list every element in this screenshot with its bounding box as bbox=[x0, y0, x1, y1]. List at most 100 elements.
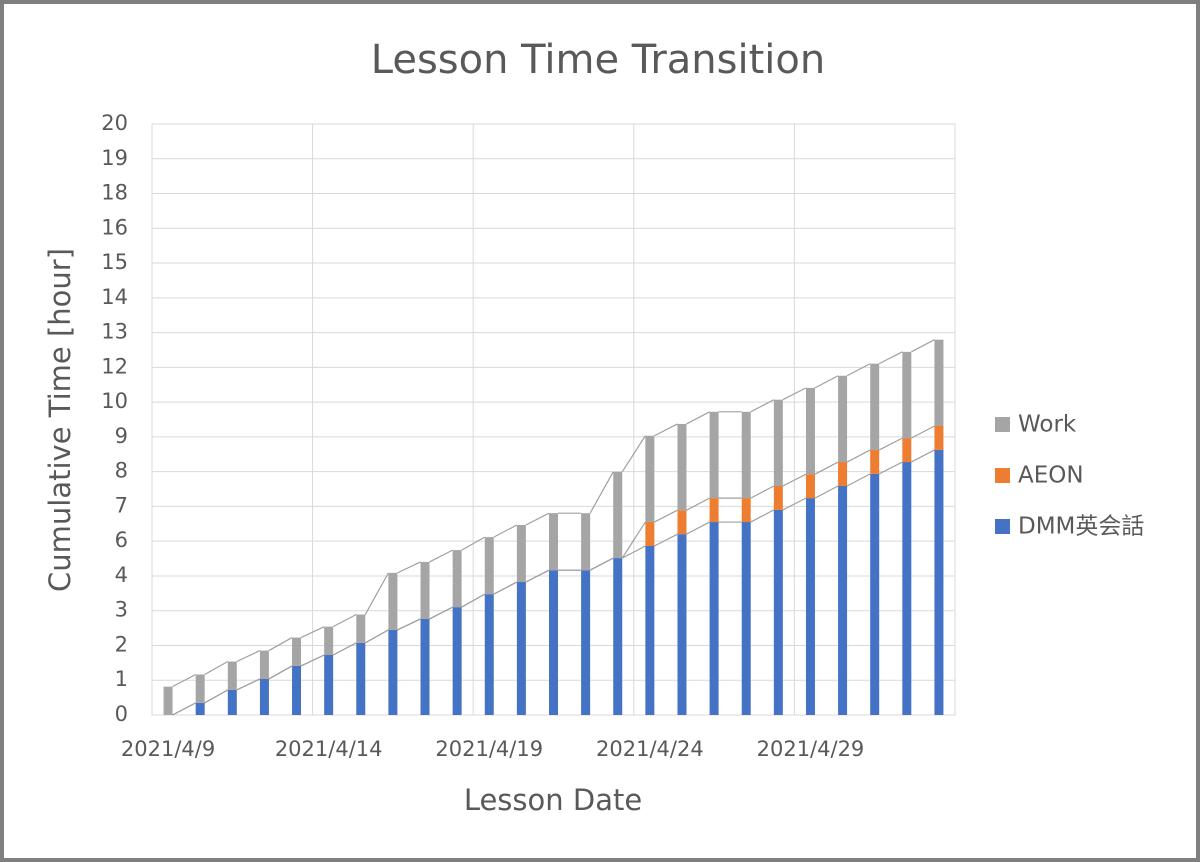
series-line bbox=[814, 461, 839, 475]
bar-segment bbox=[838, 462, 848, 486]
bar-segment bbox=[324, 655, 334, 715]
legend-swatch bbox=[995, 417, 1010, 432]
series-line bbox=[814, 375, 839, 389]
bar-segment bbox=[516, 582, 526, 715]
bar-segment bbox=[677, 510, 687, 535]
series-line bbox=[397, 618, 421, 631]
bar-segment bbox=[645, 545, 655, 715]
series-line bbox=[204, 689, 229, 704]
legend-label: Work bbox=[1018, 412, 1077, 438]
bar-segment bbox=[388, 572, 398, 630]
series-line bbox=[172, 702, 196, 716]
series-line bbox=[429, 606, 453, 620]
series-line bbox=[204, 660, 229, 676]
bar-segment bbox=[163, 686, 173, 715]
bar-segment bbox=[773, 485, 783, 510]
series-line bbox=[236, 650, 261, 663]
series-line bbox=[911, 339, 935, 353]
y-tick-label: 0 bbox=[115, 702, 128, 726]
series-line bbox=[300, 654, 325, 667]
series-line bbox=[750, 399, 775, 413]
series-line bbox=[589, 471, 614, 514]
bar-segment bbox=[356, 642, 366, 715]
bar-segment bbox=[934, 339, 944, 427]
series-line bbox=[268, 637, 293, 652]
y-tick-label: 20 bbox=[101, 111, 128, 135]
y-tick-label: 16 bbox=[101, 215, 128, 239]
chart-title: Lesson Time Transition bbox=[371, 37, 825, 83]
series-line bbox=[461, 536, 486, 551]
bar-segment bbox=[805, 498, 815, 715]
bar-segment bbox=[870, 449, 880, 474]
x-tick-label: 2021/4/14 bbox=[275, 737, 383, 761]
y-tick-label: 18 bbox=[101, 181, 128, 205]
series-line bbox=[236, 678, 261, 691]
bar-segment bbox=[292, 665, 302, 715]
bar-segment bbox=[581, 513, 591, 571]
bar-segment bbox=[195, 674, 205, 703]
bar-segment bbox=[741, 522, 751, 715]
y-tick-label: 2 bbox=[115, 632, 128, 656]
bar-segment bbox=[677, 534, 687, 715]
bar-segment bbox=[452, 607, 462, 715]
series-line bbox=[846, 473, 871, 487]
series-line bbox=[621, 521, 646, 559]
series-line bbox=[654, 509, 678, 523]
bar-segment bbox=[773, 509, 783, 715]
bar-segment bbox=[613, 558, 623, 715]
series-line bbox=[911, 425, 935, 439]
bar-segment bbox=[870, 363, 880, 450]
series-line bbox=[525, 512, 550, 526]
y-tick-label: 13 bbox=[101, 320, 128, 344]
legend-swatch bbox=[995, 519, 1010, 534]
bar-segment bbox=[902, 351, 912, 439]
bar-segment bbox=[677, 423, 687, 511]
series-line bbox=[364, 629, 389, 644]
x-axis-title: Lesson Date bbox=[464, 783, 642, 817]
series-line bbox=[654, 423, 678, 437]
bar-segment bbox=[709, 498, 719, 523]
series-line bbox=[172, 673, 196, 688]
series-line bbox=[525, 569, 550, 583]
y-tick-label: 3 bbox=[115, 598, 128, 622]
y-tick-label: 15 bbox=[101, 250, 128, 274]
bar-segment bbox=[645, 435, 655, 523]
series-line bbox=[268, 665, 293, 680]
bar-segment bbox=[420, 561, 430, 619]
bar-segment bbox=[613, 471, 623, 559]
series-line bbox=[782, 497, 807, 511]
bar-segment bbox=[195, 702, 205, 715]
bar-segment bbox=[741, 498, 751, 523]
series-line bbox=[782, 387, 807, 401]
y-tick-label: 9 bbox=[115, 424, 128, 448]
x-tick-label: 2021/4/19 bbox=[435, 737, 543, 761]
bar-segment bbox=[324, 626, 334, 656]
y-tick-label: 12 bbox=[101, 354, 128, 378]
y-tick-label: 1 bbox=[115, 667, 128, 691]
y-tick-label: 14 bbox=[101, 285, 128, 309]
x-tick-label: 2021/4/24 bbox=[596, 737, 704, 761]
bar-segment bbox=[645, 522, 655, 546]
bar-segment bbox=[902, 462, 912, 715]
bar-segment bbox=[259, 678, 269, 715]
series-line bbox=[493, 581, 518, 595]
series-line bbox=[300, 626, 325, 639]
series-line bbox=[589, 557, 614, 571]
bar-segment bbox=[484, 594, 494, 715]
y-axis-title: Cumulative Time [hour] bbox=[43, 248, 77, 592]
bar-segment bbox=[259, 650, 269, 679]
bar-segment bbox=[227, 661, 237, 690]
bar-segment bbox=[549, 513, 558, 571]
series-line bbox=[911, 449, 935, 463]
series-line bbox=[364, 572, 389, 615]
bar-segment bbox=[452, 550, 462, 608]
bar-segment bbox=[227, 689, 237, 715]
series-line bbox=[429, 549, 453, 563]
y-tick-label: 19 bbox=[101, 146, 128, 170]
series-line bbox=[493, 524, 518, 538]
series-line bbox=[750, 509, 775, 523]
series-line bbox=[750, 485, 775, 499]
bar-segment bbox=[709, 411, 719, 499]
y-tick-label: 6 bbox=[115, 528, 128, 552]
bar-segment bbox=[838, 375, 848, 463]
